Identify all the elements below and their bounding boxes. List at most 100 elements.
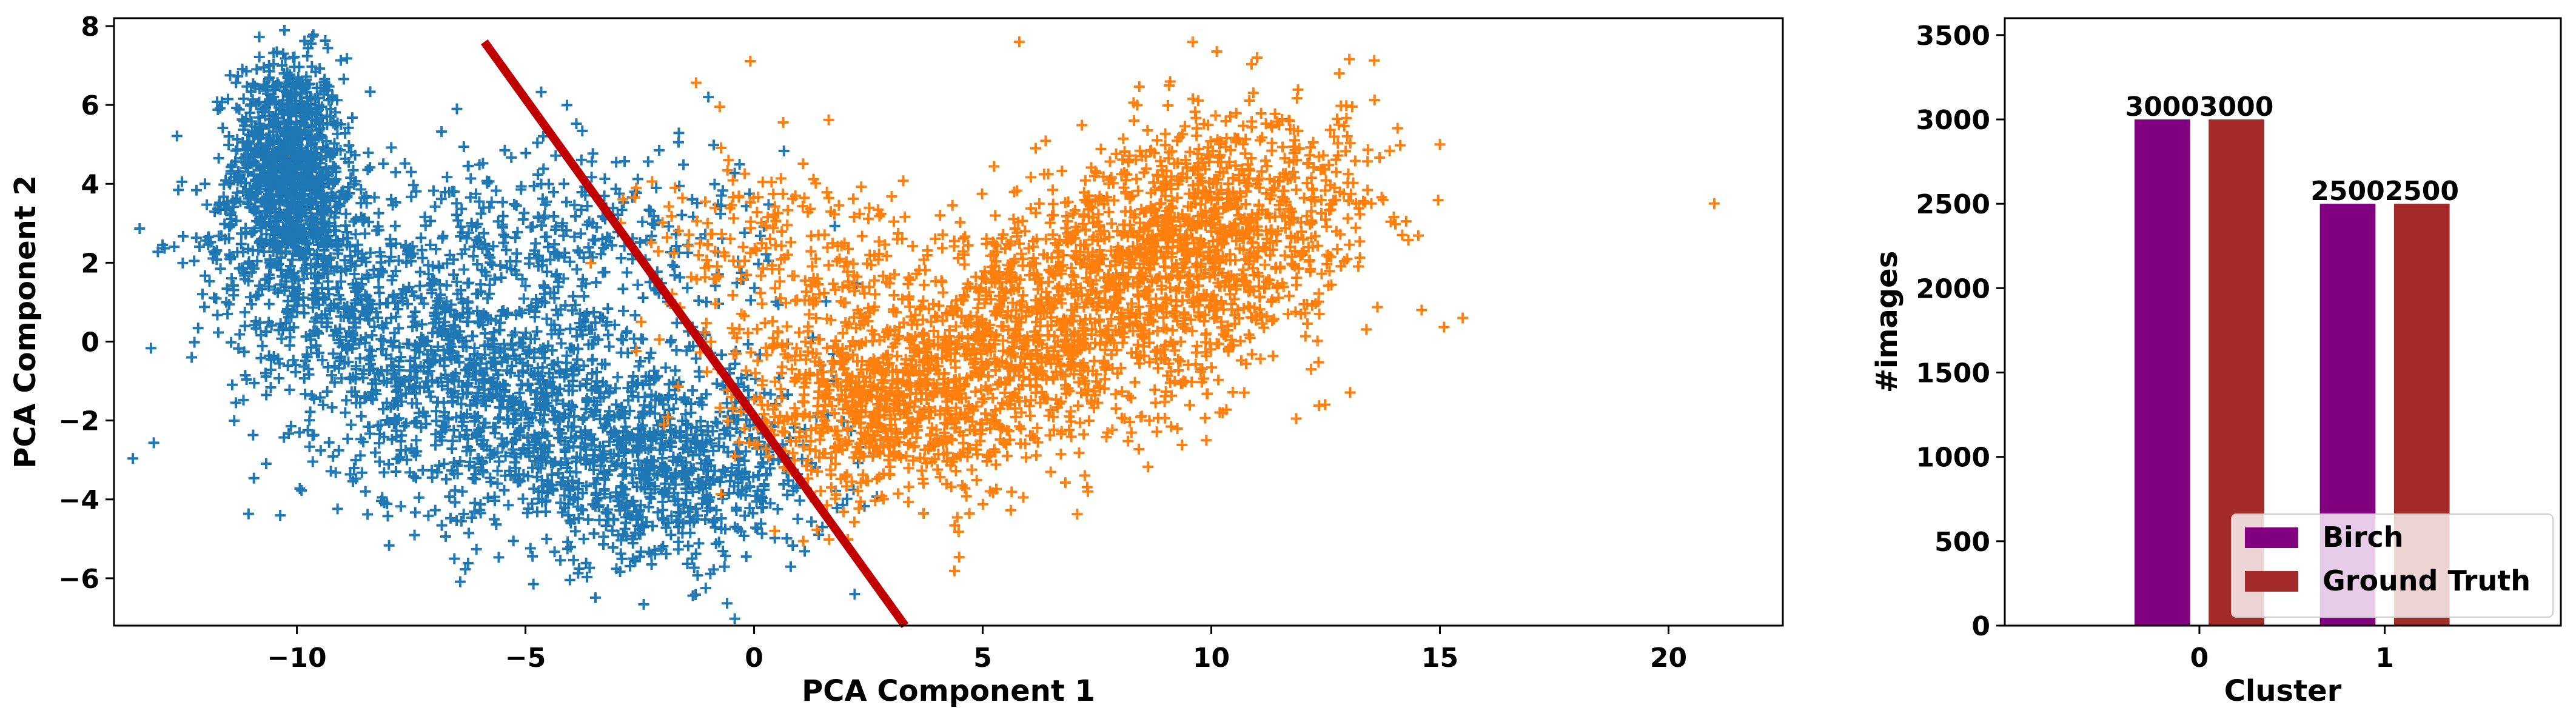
scatter-point <box>293 196 305 208</box>
scatter-point <box>236 64 248 75</box>
scatter-point <box>255 352 267 364</box>
scatter-point <box>310 197 322 209</box>
scatter-point <box>230 145 242 156</box>
scatter-point <box>300 105 311 117</box>
scatter-point <box>335 276 347 287</box>
scatter-point <box>418 298 429 309</box>
scatter-point <box>360 256 372 268</box>
scatter-point <box>223 93 234 105</box>
scatter-point <box>355 410 367 422</box>
scatter-point <box>267 119 278 130</box>
scatter-point <box>435 289 446 301</box>
scatter-point <box>444 512 456 524</box>
scatter-point <box>190 184 202 196</box>
scatter-point <box>340 208 352 219</box>
scatter-point <box>290 99 301 110</box>
scatter-point <box>325 206 337 218</box>
scatter-point <box>283 428 295 440</box>
scatter-point <box>335 55 347 66</box>
scatter-point <box>332 248 344 259</box>
scatter-point <box>243 138 255 149</box>
scatter-point <box>388 368 400 379</box>
scatter-point <box>307 174 319 186</box>
scatter-point <box>389 220 401 232</box>
scatter-point <box>363 313 374 325</box>
scatter-point <box>298 299 309 311</box>
scatter-point <box>289 300 300 312</box>
scatter-point <box>298 361 310 372</box>
scatter-point <box>318 268 330 279</box>
scatter-point <box>326 94 337 105</box>
scatter-point <box>270 96 281 108</box>
scatter-point <box>392 303 404 315</box>
scatter-point <box>152 246 164 258</box>
scatter-point <box>441 258 453 269</box>
scatter-point <box>299 35 310 47</box>
scatter-point <box>171 130 183 142</box>
scatter-point <box>258 246 270 258</box>
scatter-point <box>190 232 202 244</box>
scatter-point <box>193 241 205 252</box>
scatter-point <box>224 253 236 264</box>
scatter-point <box>249 144 261 155</box>
scatter-point <box>212 327 224 338</box>
scatter-point <box>247 429 259 441</box>
scatter-point <box>409 306 421 318</box>
scatter-point <box>314 182 325 194</box>
scatter-point <box>468 250 479 262</box>
scatter-point <box>310 142 322 154</box>
scatter-point <box>383 458 395 470</box>
scatter-point <box>273 358 285 369</box>
scatter-point <box>346 257 358 269</box>
scatter-point <box>268 91 280 102</box>
scatter-point <box>389 335 400 347</box>
scatter-point <box>443 344 455 356</box>
scatter-point <box>316 151 327 162</box>
scatter-point <box>382 298 394 309</box>
scatter-point <box>264 201 275 212</box>
scatter-point <box>275 209 287 220</box>
scatter-point <box>239 120 250 132</box>
scatter-point <box>282 149 293 160</box>
scatter-point <box>267 236 279 248</box>
scatter-point <box>250 174 262 186</box>
scatter-point <box>289 289 301 301</box>
scatter-point <box>211 254 223 266</box>
scatter-point <box>310 340 322 352</box>
scatter-point <box>284 261 296 272</box>
scatter-point <box>411 186 422 197</box>
scatter-point <box>294 107 306 119</box>
scatter-point <box>315 392 326 403</box>
scatter-point <box>552 309 563 321</box>
scatter-point <box>241 114 252 125</box>
scatter-point <box>243 258 254 269</box>
scatter-point <box>247 78 259 90</box>
scatter-point <box>291 118 303 130</box>
scatter-point <box>344 241 356 252</box>
scatter-point <box>227 195 238 207</box>
scatter-point <box>222 308 233 319</box>
scatter-point <box>307 29 319 41</box>
scatter-point <box>287 130 298 141</box>
scatter-point <box>261 207 273 218</box>
scatter-point <box>268 47 280 59</box>
scatter-point <box>221 283 233 295</box>
scatter-point <box>341 227 352 238</box>
scatter-point <box>204 276 215 287</box>
scatter-point <box>337 185 349 196</box>
scatter-point <box>148 437 159 449</box>
scatter-point <box>340 220 351 232</box>
scatter-point <box>309 93 321 104</box>
scatter-point <box>246 126 258 138</box>
scatter-point <box>253 96 265 108</box>
scatter-point <box>324 306 336 317</box>
scatter-point <box>269 226 281 238</box>
scatter-point <box>253 133 264 144</box>
scatter-point <box>256 222 267 234</box>
scatter-point <box>452 215 464 226</box>
scatter-point <box>427 261 438 272</box>
scatter-point <box>330 235 342 247</box>
scatter-point <box>306 38 317 49</box>
scatter-point <box>440 473 452 485</box>
scatter-point <box>314 118 325 129</box>
